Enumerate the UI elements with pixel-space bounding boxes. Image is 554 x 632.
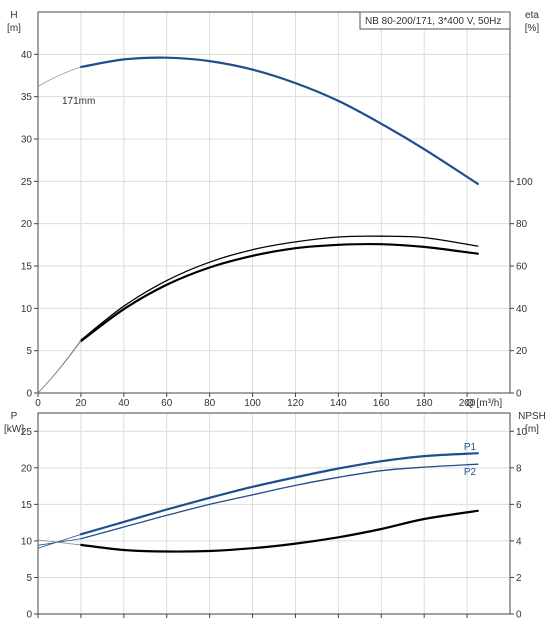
series-label: P1: [464, 442, 477, 453]
series-line: [80, 463, 479, 540]
y-axis-label: P: [11, 411, 18, 422]
extrapolation-line: [37, 538, 81, 546]
x-tick-label: 180: [416, 398, 433, 409]
y-tick-label: 5: [26, 346, 32, 357]
y-tick-label: 5: [26, 573, 32, 584]
y-right-tick-label: 60: [516, 262, 528, 273]
chart-title: NB 80-200/171, 3*400 V, 50Hz: [365, 16, 501, 27]
y-right-tick-label: 80: [516, 219, 528, 230]
x-tick-label: 120: [287, 398, 304, 409]
y-tick-label: 10: [21, 304, 33, 315]
y-tick-label: 20: [21, 463, 33, 474]
extrapolation-line: [37, 66, 82, 87]
y-tick-label: 20: [21, 219, 33, 230]
series-line: [79, 452, 479, 536]
y-tick-label: 30: [21, 135, 33, 146]
series-line: [79, 242, 479, 343]
y-right-tick-label: 2: [516, 573, 522, 584]
y-right-tick-label: 0: [516, 610, 522, 621]
y-right-tick-label: 40: [516, 304, 528, 315]
y-right-tick-label: 8: [516, 463, 522, 474]
x-tick-label: 20: [75, 398, 87, 409]
y-tick-label: 10: [21, 536, 33, 547]
series-line: [79, 509, 479, 553]
series-label: P2: [464, 467, 477, 478]
x-axis-label: Q [m³/h]: [466, 398, 502, 409]
y-tick-label: 25: [21, 177, 33, 188]
y-right-tick-label: 100: [516, 177, 533, 188]
y-right-axis-label: eta: [525, 10, 539, 21]
y-right-tick-label: 6: [516, 500, 522, 511]
extrapolation-line: [37, 539, 81, 546]
y-right-tick-label: 0: [516, 389, 522, 400]
extrapolation-line: [37, 339, 82, 394]
x-tick-label: 0: [35, 398, 41, 409]
y-tick-label: 15: [21, 262, 33, 273]
curve-annotation: 171mm: [62, 96, 95, 107]
y-tick-label: 0: [26, 389, 32, 400]
y-right-tick-label: 20: [516, 346, 528, 357]
y-tick-label: 40: [21, 50, 33, 61]
extrapolation-line: [37, 533, 82, 549]
y-tick-label: 0: [26, 610, 32, 621]
series-line: [79, 56, 479, 185]
y-axis-unit: [kW]: [4, 424, 24, 435]
x-tick-label: 160: [373, 398, 390, 409]
y-right-axis-unit: [m]: [525, 424, 539, 435]
y-axis-unit: [m]: [7, 23, 21, 34]
series-line: [80, 235, 479, 341]
y-tick-label: 25: [21, 427, 33, 438]
x-tick-label: 40: [118, 398, 130, 409]
y-right-axis-unit: [%]: [525, 23, 540, 34]
y-tick-label: 35: [21, 92, 33, 103]
x-tick-label: 80: [204, 398, 216, 409]
y-axis-label: H: [10, 10, 17, 21]
x-tick-label: 100: [244, 398, 261, 409]
y-tick-label: 15: [21, 500, 33, 511]
x-tick-label: 60: [161, 398, 173, 409]
plot-frame: [37, 11, 511, 394]
x-tick-label: 140: [330, 398, 347, 409]
y-right-tick-label: 10: [516, 427, 528, 438]
chart-title-box: [359, 11, 511, 30]
y-right-axis-label: NPSH: [518, 411, 546, 422]
y-right-tick-label: 4: [516, 536, 522, 547]
plot-frame: [37, 412, 511, 615]
x-tick-label: 200: [459, 398, 476, 409]
